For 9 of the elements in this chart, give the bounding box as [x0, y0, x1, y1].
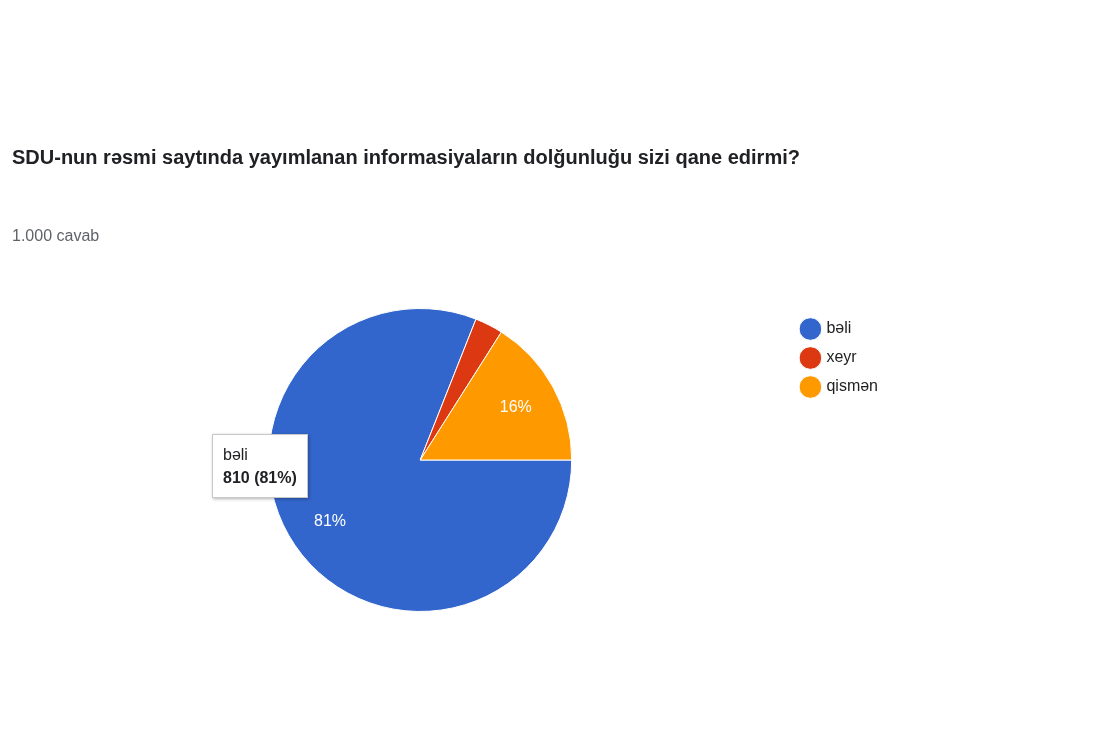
data-label: 81%	[313, 511, 347, 529]
data-label: 16%	[499, 397, 532, 415]
legend-label: bəli	[826, 319, 852, 337]
legend-label: qismən	[826, 377, 878, 395]
legend-label: xeyr	[826, 348, 858, 366]
chart-title: SDU-nun rəsmi saytında yayımlanan informasiyaların dolğunluğu sizi qane edirmi?	[12, 146, 800, 169]
text: 1.000 cavab	[12, 227, 100, 245]
text: bəli	[223, 445, 249, 465]
text: 810 (81%)	[223, 468, 297, 488]
